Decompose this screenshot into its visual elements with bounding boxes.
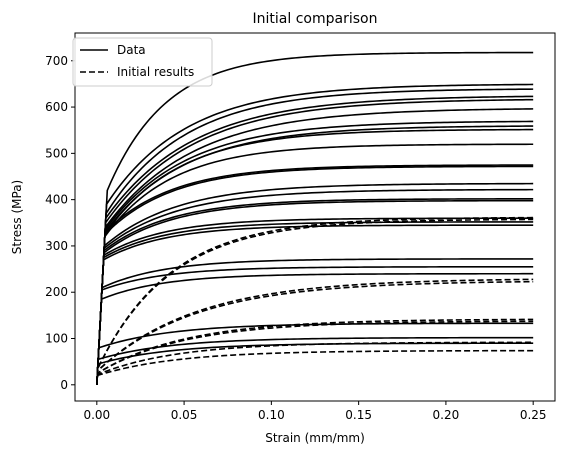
series-line-initial-results — [96, 216, 534, 385]
series-line-data — [96, 51, 534, 385]
series-line-initial-results — [96, 341, 534, 385]
y-tick-label: 700 — [45, 54, 68, 68]
x-tick-label: 0.10 — [258, 408, 285, 422]
legend: Data Initial results — [72, 37, 213, 87]
series-line-data — [96, 88, 534, 385]
y-axis: 0 100 200 300 400 500 600 700 — [45, 54, 75, 392]
series-line-data — [96, 128, 534, 385]
series-line-data — [96, 342, 534, 385]
series-line-data — [96, 182, 534, 385]
series-line-data — [96, 258, 534, 385]
series-line-data — [96, 198, 534, 385]
series-line-initial-results — [96, 280, 534, 385]
series-line-data — [96, 108, 534, 385]
y-tick-label: 0 — [60, 378, 68, 392]
series-line-data — [96, 188, 534, 385]
x-axis-label: Strain (mm/mm) — [265, 431, 365, 445]
y-tick-label: 200 — [45, 285, 68, 299]
chart-title: Initial comparison — [253, 11, 378, 27]
y-tick-label: 400 — [45, 193, 68, 207]
series-line-data — [96, 120, 534, 385]
y-tick-label: 500 — [45, 146, 68, 160]
series-line-data — [96, 95, 534, 385]
series-layer — [96, 51, 534, 385]
x-tick-label: 0.20 — [433, 408, 460, 422]
y-tick-label: 600 — [45, 100, 68, 114]
y-axis-label: Stress (MPa) — [10, 180, 24, 254]
series-line-data — [96, 199, 534, 385]
series-line-initial-results — [96, 278, 534, 385]
series-line-data — [96, 217, 534, 385]
legend-label-initial-results: Initial results — [117, 65, 194, 79]
x-tick-label: 0.05 — [171, 408, 198, 422]
series-line-initial-results — [96, 349, 534, 385]
series-line-data — [96, 98, 534, 385]
x-tick-label: 0.25 — [520, 408, 547, 422]
series-line-data — [96, 322, 534, 385]
plot-frame — [74, 32, 556, 402]
series-line-initial-results — [96, 218, 534, 385]
series-line-initial-results — [96, 318, 534, 385]
legend-label-data: Data — [117, 43, 146, 57]
y-tick-label: 300 — [45, 239, 68, 253]
x-tick-label: 0.00 — [83, 408, 110, 422]
series-line-data — [96, 143, 534, 385]
series-line-initial-results — [96, 320, 534, 385]
series-line-data — [96, 165, 534, 385]
x-tick-label: 0.15 — [345, 408, 372, 422]
series-line-data — [96, 336, 534, 385]
y-tick-label: 100 — [45, 332, 68, 346]
series-line-data — [96, 221, 534, 385]
x-axis: 0.00 0.05 0.10 0.15 0.20 0.25 — [83, 401, 547, 422]
series-line-data — [96, 272, 534, 385]
series-line-data — [96, 83, 534, 385]
series-line-data — [96, 164, 534, 385]
